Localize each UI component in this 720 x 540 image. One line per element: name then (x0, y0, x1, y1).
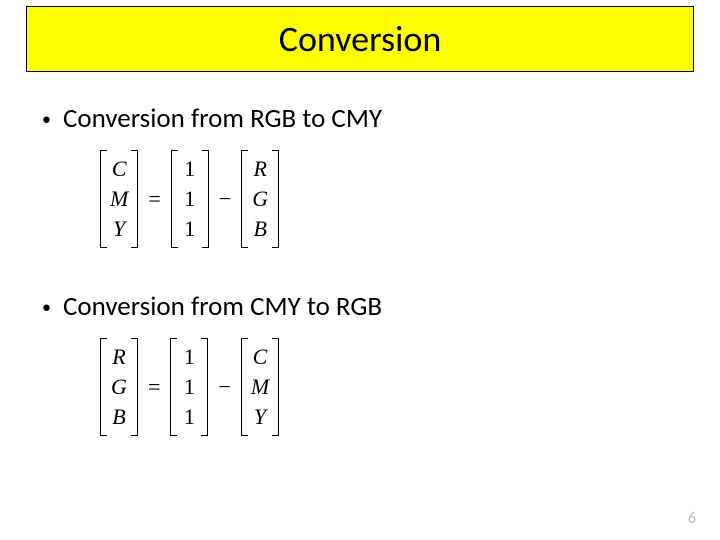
cell: C (110, 154, 128, 184)
equation-rgb-to-cmy: C M Y = 1 1 1 − R G B (100, 150, 279, 248)
cell: 1 (181, 154, 199, 184)
cell: B (251, 214, 269, 244)
cell: R (110, 342, 128, 372)
bullet-text: Conversion from RGB to CMY (63, 102, 382, 135)
cell: 1 (181, 214, 199, 244)
cell: M (251, 372, 269, 402)
cell: R (251, 154, 269, 184)
cell: B (110, 402, 128, 432)
cell: G (110, 372, 128, 402)
bullet-dot-icon: • (42, 110, 51, 128)
cell: 1 (180, 402, 198, 432)
bullet-rgb-to-cmy: • Conversion from RGB to CMY (42, 102, 382, 135)
cell: 1 (181, 184, 199, 214)
slide-title: Conversion (279, 17, 442, 61)
page-number: 6 (688, 509, 696, 528)
cell: G (251, 184, 269, 214)
cell: Y (251, 402, 269, 432)
cell: M (110, 184, 128, 214)
bullet-text: Conversion from CMY to RGB (63, 290, 382, 323)
vector-rgb: R G B (100, 338, 138, 436)
cell: 1 (180, 342, 198, 372)
minus-op: − (213, 186, 237, 212)
bullet-cmy-to-rgb: • Conversion from CMY to RGB (42, 290, 382, 323)
vector-rgb: R G B (241, 150, 279, 248)
equation-cmy-to-rgb: R G B = 1 1 1 − C M Y (100, 338, 279, 436)
equals-op: = (142, 374, 166, 400)
minus-op: − (212, 374, 236, 400)
cell: Y (110, 214, 128, 244)
bullet-dot-icon: • (42, 298, 51, 316)
vector-cmy: C M Y (241, 338, 279, 436)
title-box: Conversion (26, 6, 694, 72)
vector-ones: 1 1 1 (171, 150, 209, 248)
equals-op: = (142, 186, 166, 212)
vector-ones: 1 1 1 (170, 338, 208, 436)
cell: 1 (180, 372, 198, 402)
cell: C (251, 342, 269, 372)
vector-cmy: C M Y (100, 150, 138, 248)
